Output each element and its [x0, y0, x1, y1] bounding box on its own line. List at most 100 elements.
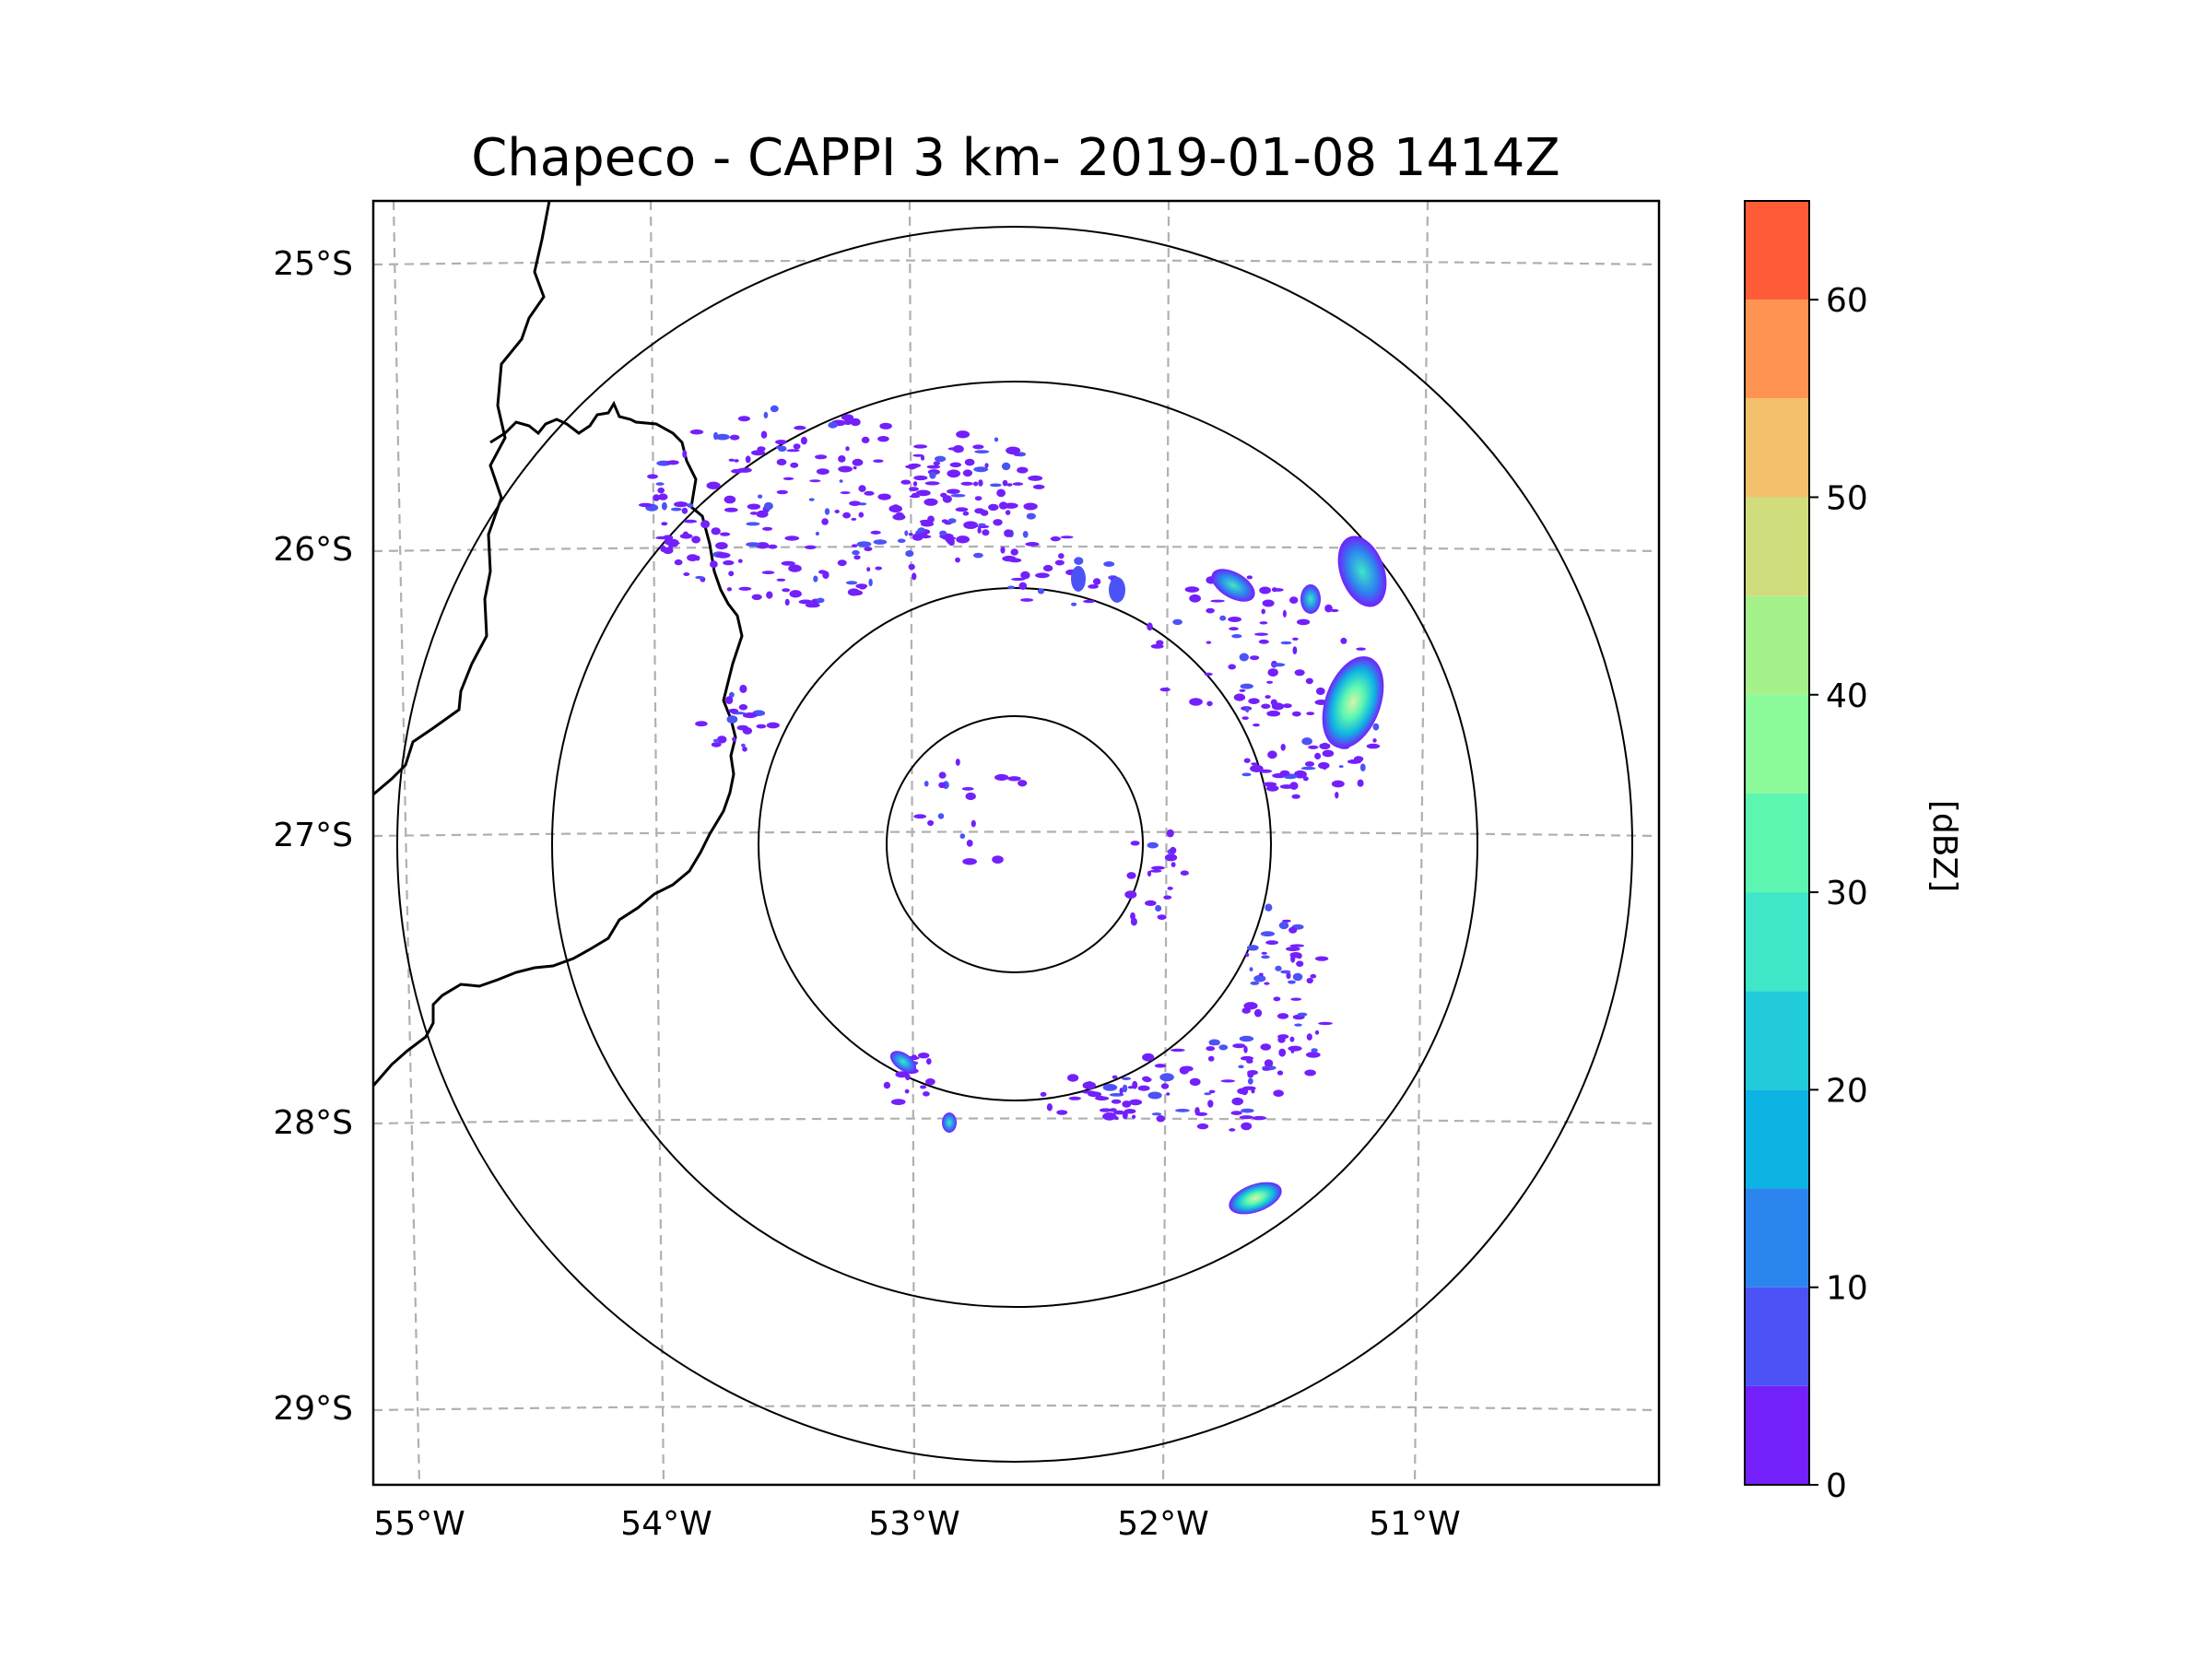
echo-pixel [868, 578, 873, 587]
echo-pixel [1011, 577, 1026, 582]
echo-pixel [853, 465, 857, 470]
echo-pixel [849, 500, 862, 506]
echo-pixel [674, 501, 688, 508]
echo-pixel [1145, 900, 1157, 907]
echo-pixel [966, 840, 973, 847]
echo-pixel [1001, 462, 1011, 471]
meridian-55w [392, 201, 421, 1485]
echo-pixel [1243, 758, 1251, 763]
colorbar-segment [1745, 595, 1809, 695]
echo-pixel [1208, 1089, 1216, 1094]
echo-pixel [920, 521, 935, 527]
echo-pixel [1012, 482, 1024, 486]
echo-pixel [904, 1088, 910, 1094]
echo-pixel [716, 735, 727, 744]
echo-pixel [660, 545, 666, 552]
echo-pixel [1279, 770, 1290, 776]
colorbar-segment [1745, 1188, 1809, 1288]
echo-pixel [1004, 529, 1013, 537]
echo-pixel [1074, 557, 1084, 565]
echo-pixel [741, 743, 746, 747]
echo-pixel [1058, 553, 1065, 559]
echo-pixel [1056, 1110, 1068, 1115]
echo-pixel [1007, 776, 1021, 782]
echo-pixel [1261, 951, 1267, 955]
echo-pixel [1247, 1077, 1253, 1085]
colorbar-tick-label: 0 [1826, 1467, 1847, 1505]
colorbar-label: [dBZ] [1925, 800, 1963, 892]
echo-pixel [897, 538, 906, 544]
echo-pixel [1207, 1100, 1214, 1108]
echo-pixel [813, 575, 818, 582]
echo-pixel [728, 708, 739, 713]
echo-pixel [1243, 1002, 1258, 1010]
echo-pixel [1067, 1074, 1079, 1082]
echo-pixel [924, 781, 929, 787]
echo-pixel [786, 449, 800, 453]
echo-pixel [655, 482, 665, 486]
parallel-26s [373, 545, 1659, 553]
echo-pixel [1266, 680, 1274, 684]
echo-pixel [1002, 479, 1008, 487]
echo-pixel [681, 507, 688, 514]
echo-pixel [742, 747, 747, 752]
map-axes: 25°S 26°S 27°S 28°S 29°S 55°W 54°W 53°W … [273, 199, 1661, 1543]
echo-pixel [1280, 970, 1291, 974]
echo-pixel [828, 421, 838, 429]
echo-pixel [852, 458, 864, 466]
echo-pixel [762, 526, 773, 531]
echo-pixel [1020, 598, 1034, 602]
echo-pixel [888, 504, 902, 513]
echo-pixel [1035, 572, 1050, 579]
echo-pixel [1306, 977, 1313, 984]
echo-pixel [1246, 945, 1259, 951]
colorbar-segments [1745, 201, 1809, 1485]
colorbar-ticks: 0 10 20 30 40 50 60 [1809, 282, 1868, 1505]
echo-pixel [732, 736, 736, 742]
echo-pixel [1250, 981, 1260, 985]
echo-pixel [1245, 706, 1250, 713]
echo-pixel [808, 498, 815, 501]
echo-pixel [1239, 1115, 1254, 1120]
echo-pixel [1171, 862, 1176, 867]
echo-pixel [738, 704, 748, 711]
parallel-25s [373, 259, 1659, 266]
echo-pixel [682, 531, 688, 537]
echo-pixel [1372, 738, 1377, 743]
echo-pixel [1291, 794, 1300, 799]
echo-pixel [1261, 608, 1265, 615]
echo-pixel [1366, 743, 1381, 749]
echo-pixel [1294, 669, 1305, 677]
echo-pixel [1252, 1115, 1267, 1121]
echo-pixel [933, 461, 940, 466]
echo-cell-south [1229, 1182, 1282, 1215]
echo-pixel [1315, 687, 1325, 696]
echo-pixel [670, 540, 678, 547]
echo-pixel [1300, 766, 1316, 771]
echo-pixel [1122, 1100, 1132, 1108]
echo-pixel [1025, 542, 1040, 547]
echo-pixel [1250, 655, 1260, 661]
echo-pixel [1262, 599, 1275, 607]
echo-pixel [973, 552, 983, 559]
colorbar-tick-label: 20 [1826, 1072, 1868, 1110]
echo-pixel [715, 552, 731, 559]
echo-pixel [1142, 1053, 1155, 1062]
echo-pixel [1068, 1096, 1082, 1100]
colorbar: 0 10 20 30 40 50 60 [dBZ] [1744, 200, 1963, 1505]
echo-pixel [1277, 1013, 1289, 1019]
echo-pixel [1050, 535, 1061, 542]
echo-pixel [1271, 663, 1286, 667]
echo-pixel [746, 522, 760, 526]
x-tick-label-51w: 51°W [1369, 1505, 1460, 1543]
echo-pixel [1239, 653, 1250, 662]
echo-pixel [949, 462, 962, 468]
echo-pixel [1304, 761, 1315, 767]
echo-pixel [1147, 870, 1152, 877]
echo-pixel [1289, 944, 1305, 947]
echo-pixel [961, 787, 974, 791]
echo-pixel [996, 488, 1006, 498]
echo-pixel [1258, 972, 1264, 977]
echo-pixel [1102, 1084, 1118, 1091]
echo-pixel [1301, 737, 1312, 746]
